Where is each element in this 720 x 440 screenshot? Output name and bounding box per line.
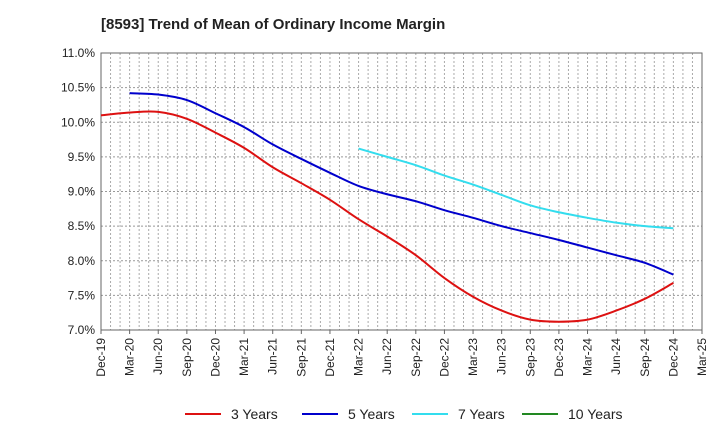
y-tick-label: 9.5%: [68, 150, 96, 164]
y-tick-label: 10.0%: [61, 115, 95, 129]
x-tick-label: Sep-21: [294, 338, 308, 377]
x-tick-label: Mar-25: [695, 338, 709, 376]
y-tick-label: 8.5%: [68, 219, 96, 233]
legend-label: 10 Years: [568, 406, 623, 422]
x-tick-label: Mar-22: [352, 338, 366, 376]
chart-legend: 3 Years 5 Years 7 Years 10 Years: [0, 404, 720, 424]
x-tick-label: Mar-21: [237, 338, 251, 376]
x-tick-label: Sep-24: [638, 338, 652, 377]
legend-item: 3 Years: [185, 404, 278, 424]
x-tick-label: Mar-24: [581, 338, 595, 376]
legend-item: 5 Years: [302, 404, 395, 424]
legend-item: 10 Years: [522, 404, 623, 424]
x-tick-label: Dec-24: [666, 338, 680, 377]
series-line-7-years: [358, 147, 674, 230]
x-tick-label: Jun-22: [380, 338, 394, 375]
legend-swatch: [412, 413, 448, 415]
y-tick-label: 7.0%: [68, 323, 96, 337]
y-tick-label: 7.5%: [68, 288, 96, 302]
x-tick-label: Jun-24: [609, 338, 623, 375]
x-tick-label: Dec-23: [552, 338, 566, 377]
x-tick-label: Jun-23: [495, 338, 509, 375]
plot-border: [100, 52, 703, 331]
legend-swatch: [522, 413, 558, 415]
x-tick-label: Sep-20: [180, 338, 194, 377]
legend-swatch: [302, 413, 338, 415]
x-tick-label: Dec-21: [323, 338, 337, 377]
series-line-5-years: [129, 92, 674, 276]
y-tick-label: 8.0%: [68, 254, 96, 268]
chart-title: [8593] Trend of Mean of Ordinary Income …: [101, 16, 446, 33]
legend-label: 7 Years: [458, 406, 505, 422]
x-tick-label: Dec-20: [208, 338, 222, 377]
x-tick-label: Dec-22: [437, 338, 451, 377]
x-tick-label: Sep-23: [523, 338, 537, 377]
legend-swatch: [185, 413, 221, 415]
legend-item: 7 Years: [412, 404, 505, 424]
y-tick-label: 9.0%: [68, 185, 96, 199]
y-tick-label: 11.0%: [62, 46, 95, 60]
y-tick-label: 10.5%: [61, 81, 95, 95]
legend-label: 3 Years: [231, 406, 278, 422]
series-line-3-years: [100, 110, 674, 323]
x-tick-label: Dec-19: [94, 338, 108, 377]
x-tick-label: Jun-20: [151, 338, 165, 375]
x-tick-label: Mar-20: [123, 338, 137, 376]
x-tick-label: Jun-21: [266, 338, 280, 375]
x-tick-label: Sep-22: [409, 338, 423, 377]
x-tick-label: Mar-23: [466, 338, 480, 376]
legend-label: 5 Years: [348, 406, 395, 422]
